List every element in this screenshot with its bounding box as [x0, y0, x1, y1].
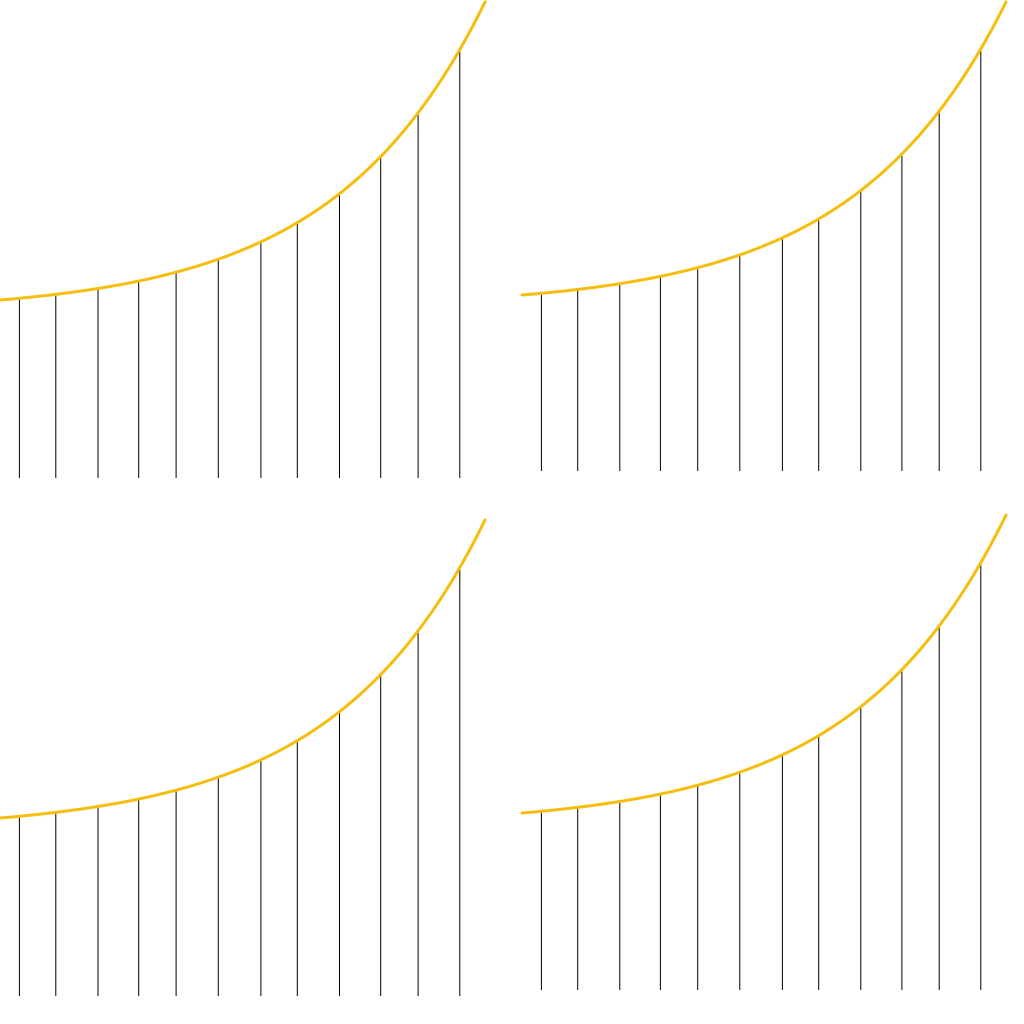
- curve-yellow: [520, 513, 1008, 815]
- curve-yellow: [520, 0, 1008, 297]
- curve-yellow: [0, 0, 487, 302]
- panel-top-left: [0, 0, 487, 478]
- panel-bottom-right: [520, 513, 1008, 990]
- panel-bottom-left: [0, 518, 487, 996]
- panel-top-right: [520, 0, 1008, 471]
- curve-yellow: [0, 518, 487, 820]
